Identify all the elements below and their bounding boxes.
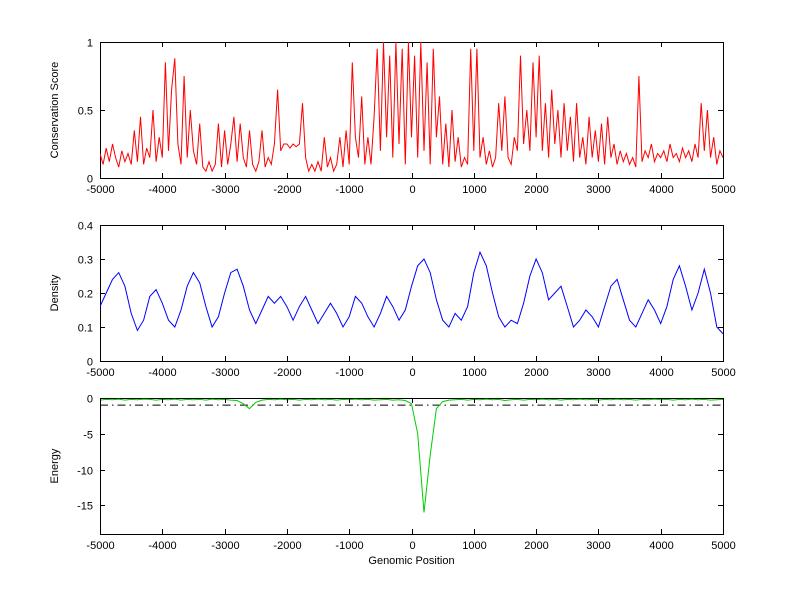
x-tick-label: 2000 [524,184,548,196]
y-tick-label: 0 [87,394,93,406]
x-tick-label: -3000 [211,540,239,552]
axes-box [100,398,724,535]
x-tick-label: -5000 [86,184,114,196]
y-tick-label: -5 [83,430,93,442]
x-tick-label: -4000 [148,540,176,552]
y-tick-label: 0.1 [78,323,93,335]
y-tick-label: 0.3 [78,255,93,267]
x-tick-label: -5000 [86,540,114,552]
x-tick-label: -2000 [273,540,301,552]
y-tick-label: -10 [77,466,93,478]
x-tick-label: -2000 [273,367,301,379]
y-tick-label: 0 [87,357,93,369]
x-tick-label: 4000 [649,184,673,196]
x-tick-label: 1000 [462,540,486,552]
subplot-energy: -5000 -4000 -3000 -2000 -1000 0 1000 2000 3000 40… [49,394,736,568]
y-tick-label: 0.2 [78,289,93,301]
conservation-score-line [100,42,723,173]
x-tick-label: 4000 [649,367,673,379]
x-tick-label: -5000 [86,367,114,379]
x-tick-label: 0 [409,184,415,196]
x-tick-label: 0 [409,367,415,379]
x-tick-label: 0 [409,540,415,552]
x-tick-label: -2000 [273,184,301,196]
x-tick-label: 4000 [649,540,673,552]
axes-box [100,225,724,362]
x-tick-label: -3000 [211,367,239,379]
subplot-conservation-score: -5000 -4000 -3000 -2000 -1000 0 1000 2000 3000 40… [49,38,736,197]
x-tick-label: 2000 [524,367,548,379]
x-tick-label: 3000 [586,367,610,379]
subplot-density: -5000 -4000 -3000 -2000 -1000 0 1000 2000 3000 40… [49,221,736,380]
x-tick-label: 3000 [586,184,610,196]
density-line [100,250,723,335]
x-tick-label: -4000 [148,184,176,196]
y-tick-label: 1 [87,38,93,50]
y-axis-label-energy: Energy [49,448,61,483]
x-tick-label: 1000 [462,184,486,196]
x-tick-label: 2000 [524,540,548,552]
energy-line [100,398,723,513]
x-tick-label: 5000 [711,184,735,196]
x-tick-label: -1000 [335,540,363,552]
x-axis-label: Genomic Position [368,555,454,567]
y-tick-label: -15 [77,501,93,513]
x-tick-label: -3000 [211,184,239,196]
x-tick-label: -4000 [148,367,176,379]
y-tick-label: 0 [87,174,93,186]
x-tick-label: -1000 [335,367,363,379]
x-tick-label: 1000 [462,367,486,379]
axes-box [100,42,724,179]
x-tick-label: 5000 [711,367,735,379]
y-axis-label-conservation-score: Conservation Score [49,62,61,159]
y-tick-label: 0.4 [78,221,93,233]
x-tick-label: 3000 [586,540,610,552]
y-tick-label: 0.5 [78,106,93,118]
y-axis-label-density: Density [49,274,61,311]
x-tick-label: 5000 [711,540,735,552]
x-tick-label: -1000 [335,184,363,196]
